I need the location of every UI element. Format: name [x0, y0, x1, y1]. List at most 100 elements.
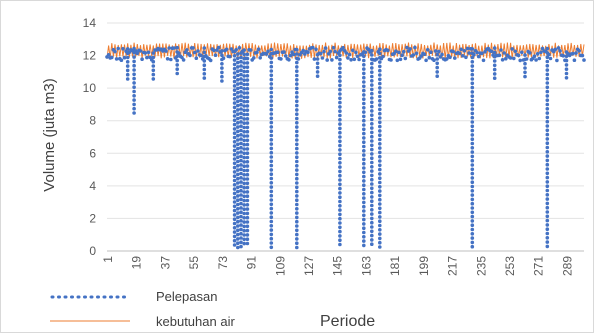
pelepasan-point [245, 78, 250, 82]
pelepasan-point [461, 54, 465, 58]
pelepasan-point [232, 170, 237, 174]
pelepasan-point [242, 211, 246, 216]
pelepasan-point [545, 98, 550, 102]
pelepasan-point [338, 156, 342, 161]
pelepasan-point [295, 228, 299, 233]
pelepasan-point [114, 57, 119, 61]
pelepasan-point [245, 168, 250, 173]
pelepasan-point [370, 74, 374, 79]
pelepasan-point [132, 72, 136, 77]
pelepasan-point [470, 214, 475, 219]
pelepasan-point [236, 151, 240, 155]
pelepasan-point [295, 198, 299, 202]
pelepasan-point [470, 146, 475, 150]
pelepasan-point [269, 168, 274, 172]
pelepasan-point [370, 147, 374, 152]
pelepasan-point [370, 117, 374, 122]
pelepasan-point [481, 58, 486, 63]
pelepasan-point [245, 233, 250, 237]
pelepasan-point [370, 91, 374, 96]
pelepasan-point [242, 216, 246, 220]
pelepasan-point [325, 58, 330, 62]
y-tick-label: 6 [89, 146, 96, 160]
pelepasan-point [269, 245, 274, 250]
pelepasan-point [245, 74, 250, 78]
pelepasan-point [295, 90, 299, 95]
pelepasan-point [239, 214, 243, 219]
pelepasan-point [239, 124, 243, 128]
pelepasan-point [191, 46, 195, 50]
pelepasan-point [362, 144, 366, 149]
pelepasan-point [561, 54, 566, 58]
pelepasan-point [232, 152, 237, 157]
pelepasan-point [242, 168, 246, 173]
pelepasan-point [295, 133, 299, 138]
pelepasan-point [239, 81, 243, 85]
pelepasan-point [236, 56, 240, 61]
pelepasan-point [167, 46, 171, 50]
legend: Pelepasan kebutuhan air [50, 289, 235, 329]
pelepasan-point [295, 185, 299, 190]
pelepasan-point [242, 65, 246, 70]
pelepasan-point [451, 49, 456, 54]
pelepasan-point [245, 220, 250, 224]
pelepasan-point [236, 52, 240, 56]
pelepasan-point [224, 47, 229, 52]
pelepasan-point [370, 53, 374, 57]
pelepasan-point [545, 175, 550, 180]
pelepasan-point [378, 154, 382, 159]
pelepasan-point [405, 45, 409, 50]
pelepasan-point [370, 182, 374, 186]
y-tick-label: 0 [89, 244, 96, 258]
pelepasan-point [248, 48, 253, 52]
pelepasan-point [537, 56, 542, 61]
pelepasan-point [245, 129, 250, 134]
pelepasan-point [362, 187, 366, 192]
pelepasan-point [236, 164, 240, 168]
pelepasan-point [338, 139, 342, 144]
pelepasan-point [370, 139, 374, 143]
pelepasan-point [220, 70, 224, 75]
pelepasan-point [378, 172, 382, 176]
pelepasan-point [362, 222, 366, 226]
pelepasan-point [545, 72, 550, 77]
pelepasan-point [269, 146, 274, 151]
pelepasan-point [545, 124, 550, 128]
pelepasan-point [545, 197, 550, 201]
pelepasan-point [239, 77, 243, 81]
pelepasan-point [338, 105, 342, 109]
pelepasan-point [232, 127, 237, 131]
pelepasan-point [236, 69, 240, 73]
pelepasan-point [435, 61, 440, 66]
pelepasan-point [132, 68, 136, 72]
pelepasan-point [295, 146, 299, 151]
pelepasan-point [470, 47, 475, 51]
pelepasan-point [370, 48, 374, 53]
pelepasan-point [228, 54, 232, 59]
pelepasan-point [315, 74, 320, 78]
pelepasan-point [314, 47, 318, 52]
pelepasan-point [245, 211, 250, 216]
pelepasan-point [323, 46, 328, 50]
pelepasan-point [453, 56, 457, 60]
pelepasan-point [465, 46, 470, 51]
pelepasan-point [362, 235, 366, 239]
pelepasan-point [242, 48, 246, 52]
pelepasan-point [333, 49, 337, 54]
pelepasan-point [338, 208, 342, 212]
pelepasan-point [362, 217, 366, 222]
pelepasan-point [215, 48, 219, 52]
pelepasan-point [236, 146, 240, 151]
pelepasan-point [483, 50, 487, 54]
pelepasan-point [232, 122, 237, 127]
pelepasan-point [242, 69, 246, 74]
pelepasan-point [370, 242, 374, 246]
pelepasan-point [242, 87, 246, 91]
pelepasan-point [497, 53, 502, 58]
pelepasan-point [269, 103, 274, 108]
pelepasan-point [236, 194, 240, 198]
pelepasan-point [236, 103, 240, 108]
pelepasan-point [269, 211, 274, 215]
pelepasan-point [338, 169, 342, 174]
